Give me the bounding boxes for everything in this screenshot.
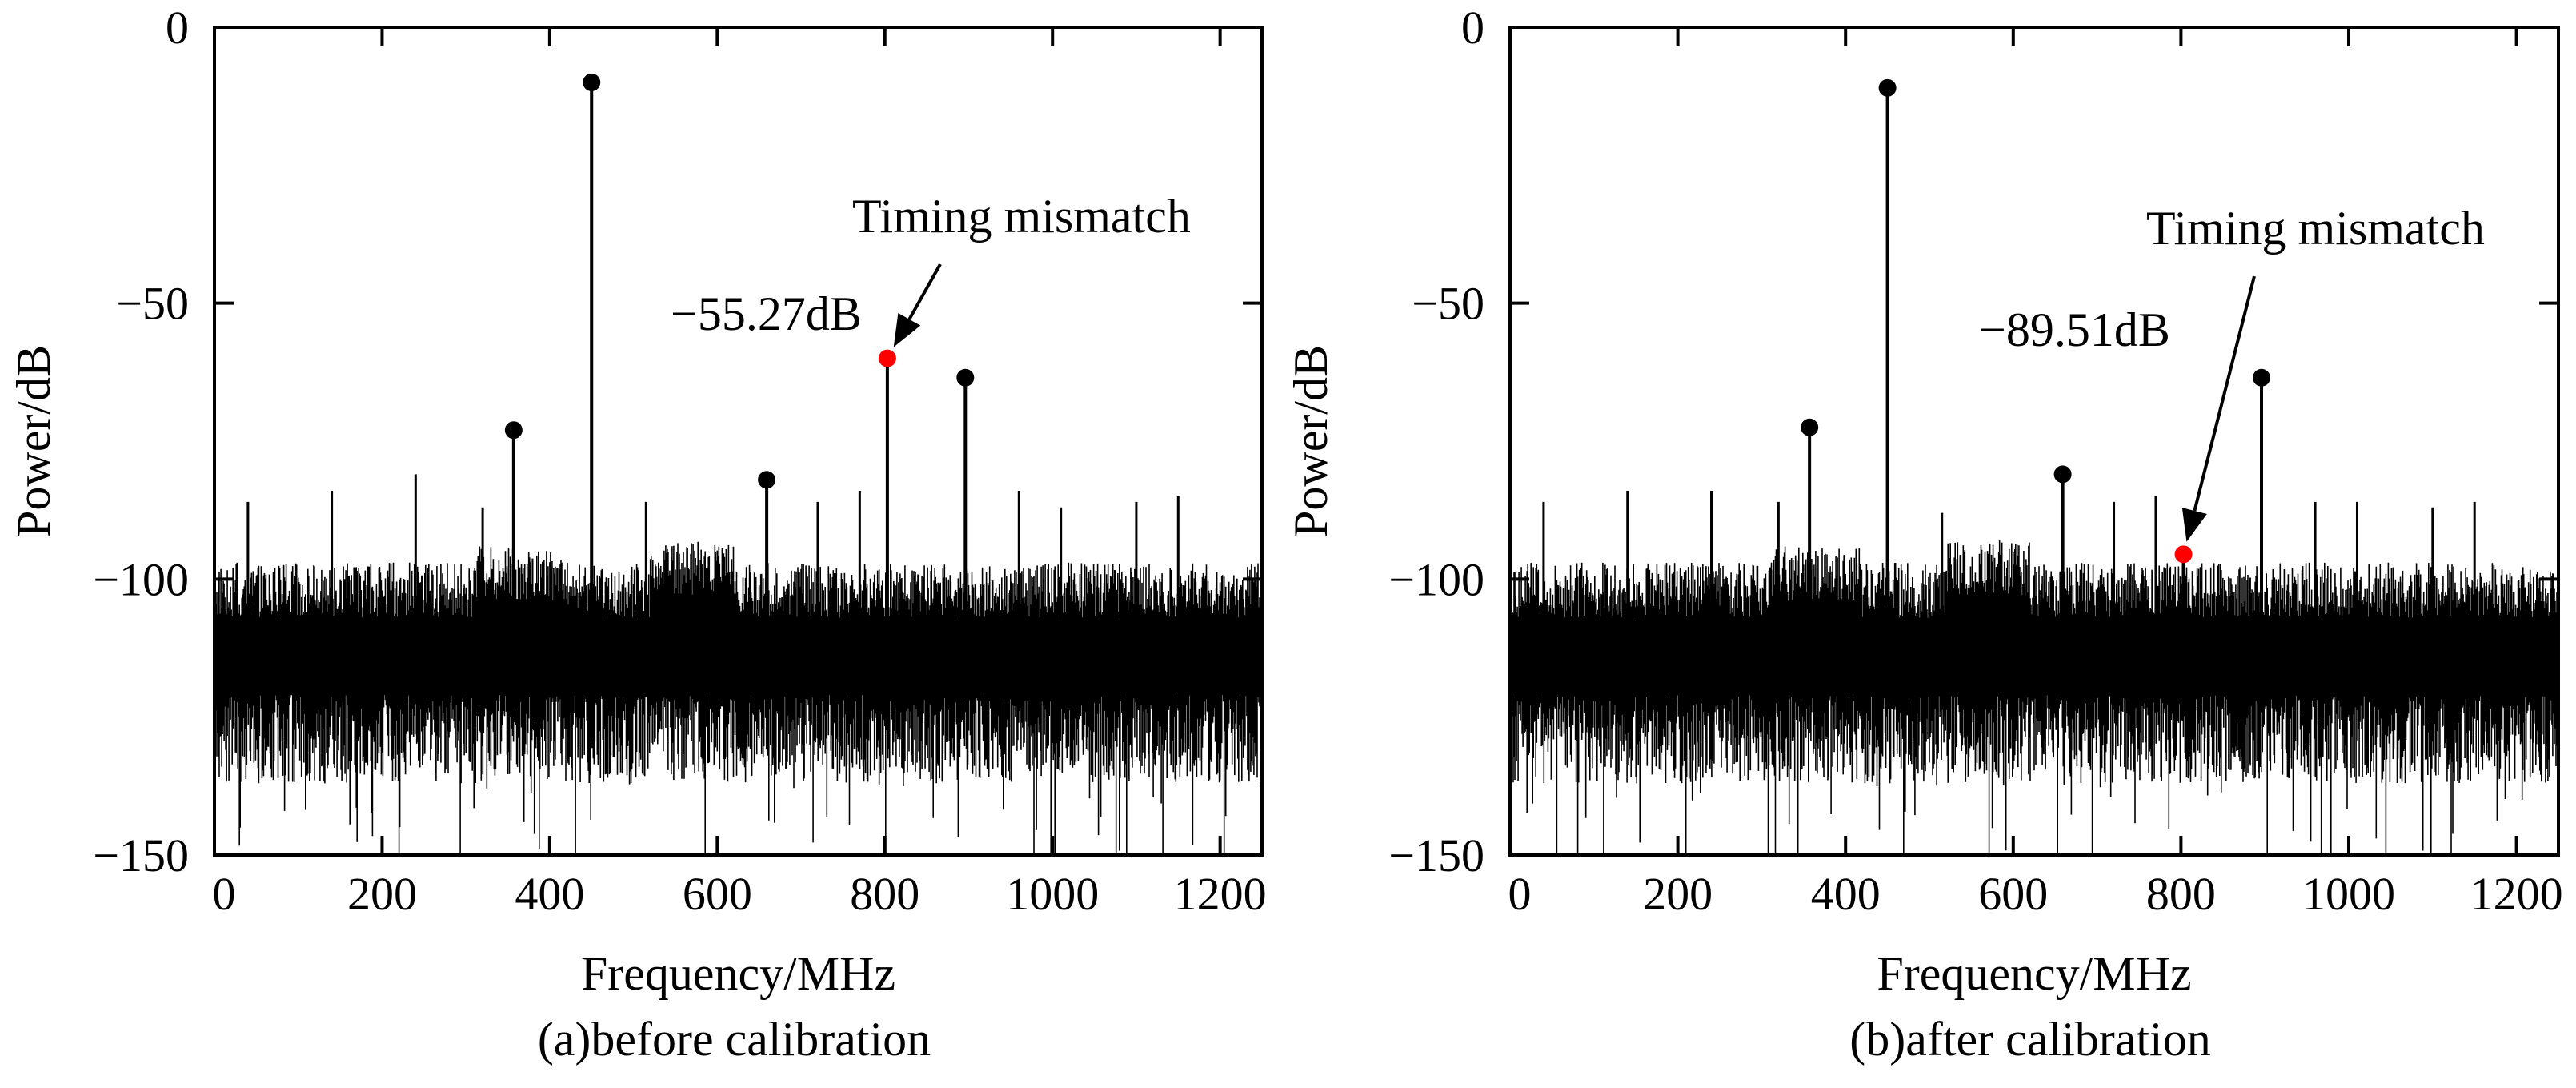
tone-marker	[1878, 78, 1897, 97]
noise-floor	[214, 541, 1263, 855]
y-axis-label: Power/dB	[1284, 345, 1337, 537]
x-tick-label: 1200	[2470, 868, 2563, 920]
tone-marker	[758, 471, 776, 489]
annotation-arrow-head	[2181, 508, 2207, 542]
axes-frame	[213, 26, 1264, 857]
y-tick-label: −150	[93, 829, 189, 881]
y-tick-label: 0	[166, 2, 189, 54]
x-tick-label: 800	[2146, 868, 2216, 920]
annotation-label: Timing mismatch	[852, 190, 1191, 243]
tone-marker	[956, 368, 975, 387]
noise-floor	[1509, 540, 2559, 855]
x-tick-label: 1000	[1006, 868, 1099, 920]
x-tick-label: 200	[347, 868, 417, 920]
tone-marker	[1801, 418, 1819, 436]
x-tick-label: 400	[515, 868, 584, 920]
panel-caption: (b)after calibration	[1849, 1013, 2210, 1066]
x-tick-label: 1000	[2302, 868, 2395, 920]
tone-marker	[2053, 465, 2072, 484]
x-axis-label: Frequency/MHz	[581, 947, 895, 1000]
annotation-value: −89.51dB	[1979, 303, 2170, 356]
x-tick-label: 0	[213, 868, 236, 920]
y-tick-label: −50	[116, 278, 189, 330]
axes-frame	[1508, 26, 2560, 857]
panel-b: 0 −50 −100 −150 0 200 400 600 800 1000 1200 Frequen…	[1284, 2, 2563, 1066]
x-tick-label: 600	[1978, 868, 2048, 920]
y-tick-label: −150	[1388, 829, 1484, 881]
y-axis-label: Power/dB	[7, 345, 60, 537]
annotation-value: −55.27dB	[671, 287, 862, 340]
tone-marker	[2253, 368, 2271, 387]
annotation-label: Timing mismatch	[2146, 202, 2485, 255]
annotation-arrow-line	[2193, 275, 2256, 512]
tone-marker	[583, 73, 601, 91]
x-tick-label: 800	[850, 868, 919, 920]
panel-a: 0 −50 −100 −150 0 200 400 600 800 1000 1200 Frequen…	[7, 2, 1267, 1066]
x-tick-label: 1200	[1174, 868, 1267, 920]
y-tick-label: −100	[1388, 553, 1484, 605]
timing-mismatch-marker	[2174, 545, 2193, 564]
x-axis-label: Frequency/MHz	[1877, 947, 2191, 1000]
y-tick-label: 0	[1461, 2, 1484, 54]
tone-marker	[504, 421, 523, 440]
y-tick-label: −50	[1412, 278, 1484, 330]
panel-caption: (a)before calibration	[538, 1013, 931, 1066]
timing-mismatch-marker	[878, 349, 896, 367]
x-tick-label: 0	[1508, 868, 1532, 920]
annotation-arrow-line	[907, 263, 942, 320]
x-tick-label: 400	[1811, 868, 1881, 920]
annotation-arrow-head	[893, 312, 921, 347]
x-tick-label: 600	[683, 868, 752, 920]
x-tick-label: 200	[1643, 868, 1713, 920]
y-tick-label: −100	[93, 553, 189, 605]
